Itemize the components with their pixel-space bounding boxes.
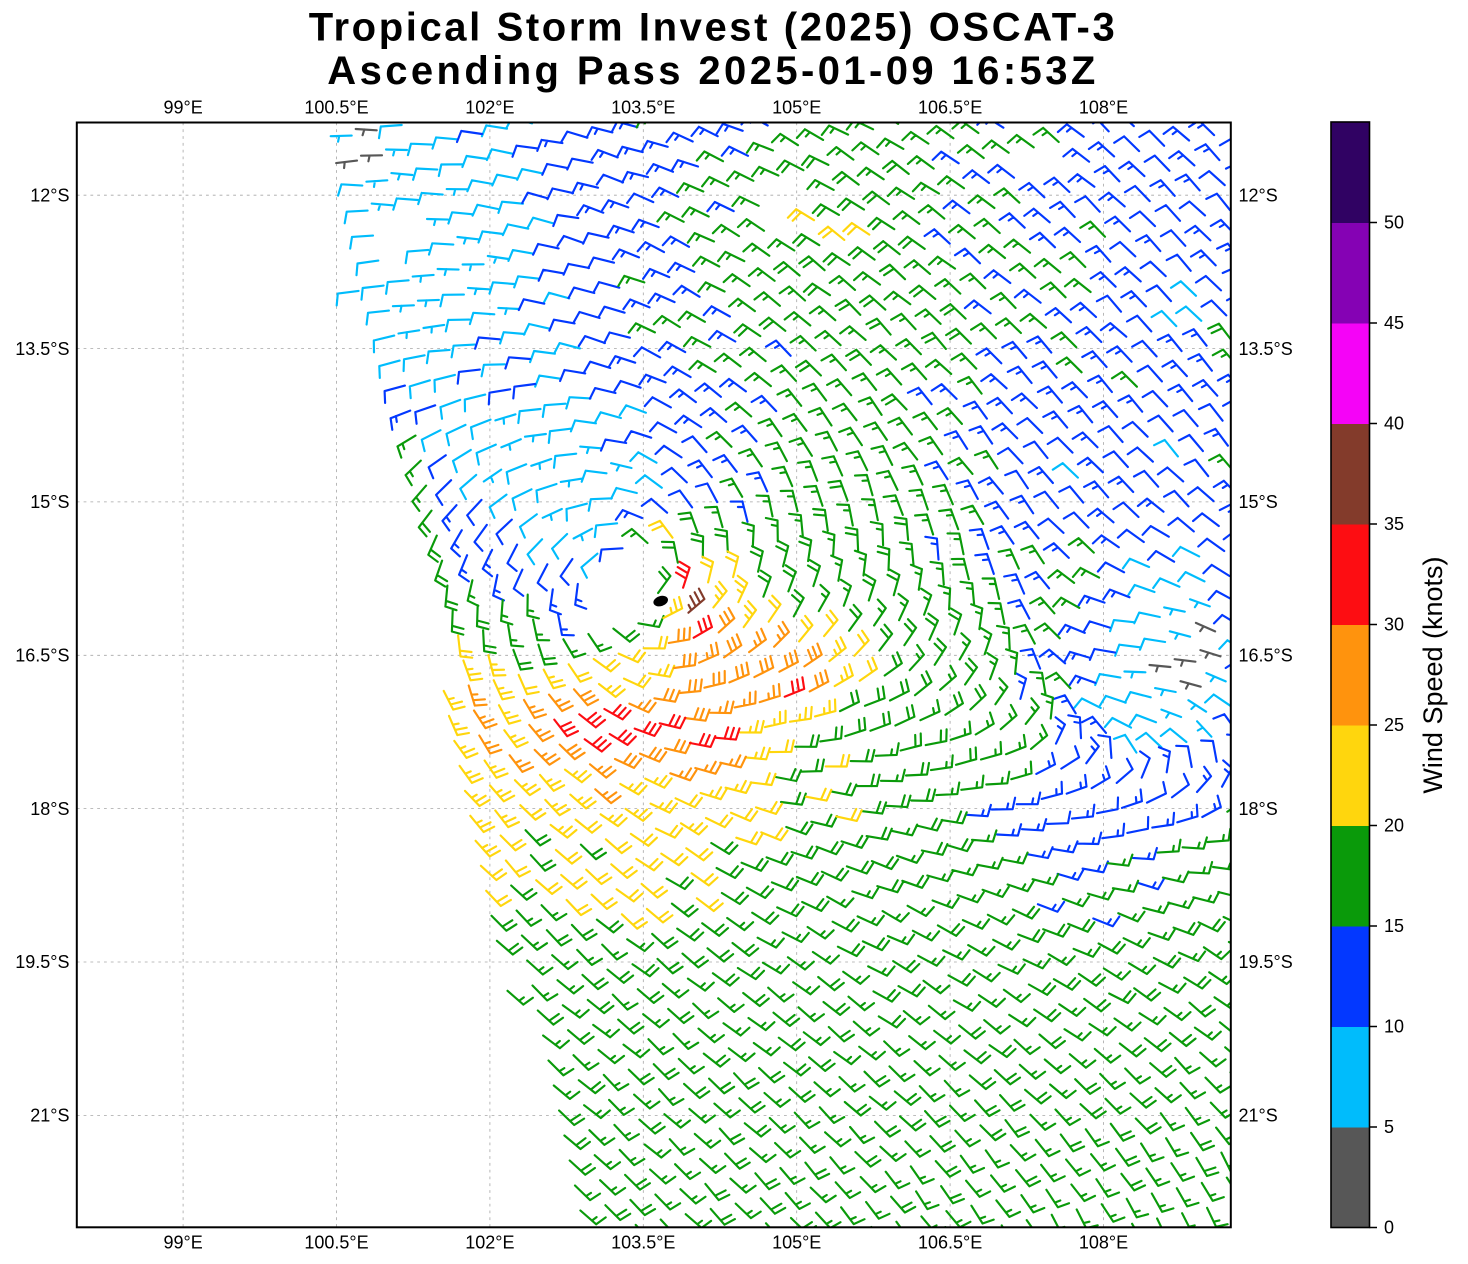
svg-text:45: 45 — [1384, 313, 1404, 333]
svg-text:18°S: 18°S — [30, 799, 69, 819]
svg-text:100.5°E: 100.5°E — [304, 98, 368, 118]
svg-text:12°S: 12°S — [1239, 185, 1278, 205]
svg-text:21°S: 21°S — [1239, 1106, 1278, 1126]
svg-text:21°S: 21°S — [30, 1106, 69, 1126]
svg-text:10: 10 — [1384, 1017, 1404, 1037]
svg-text:99°E: 99°E — [163, 98, 202, 118]
svg-text:105°E: 105°E — [772, 1233, 821, 1253]
svg-text:15°S: 15°S — [1239, 492, 1278, 512]
svg-text:Ascending Pass 2025-01-09 16:5: Ascending Pass 2025-01-09 16:53Z — [327, 49, 1098, 93]
svg-text:106.5°E: 106.5°E — [918, 98, 982, 118]
svg-text:40: 40 — [1384, 414, 1404, 434]
svg-text:108°E: 108°E — [1079, 1233, 1128, 1253]
svg-text:106.5°E: 106.5°E — [918, 1233, 982, 1253]
svg-text:20: 20 — [1384, 816, 1404, 836]
svg-text:35: 35 — [1384, 514, 1404, 534]
svg-text:0: 0 — [1384, 1218, 1394, 1238]
svg-text:103.5°E: 103.5°E — [611, 98, 675, 118]
svg-text:19.5°S: 19.5°S — [1239, 952, 1293, 972]
svg-text:105°E: 105°E — [772, 98, 821, 118]
svg-text:19.5°S: 19.5°S — [15, 952, 69, 972]
svg-text:Tropical Storm Invest (2025) O: Tropical Storm Invest (2025) OSCAT-3 — [309, 6, 1118, 50]
svg-text:12°S: 12°S — [30, 185, 69, 205]
svg-text:15°S: 15°S — [30, 492, 69, 512]
svg-text:Wind Speed (knots): Wind Speed (knots) — [1418, 556, 1448, 793]
svg-text:13.5°S: 13.5°S — [1239, 339, 1293, 359]
svg-text:30: 30 — [1384, 615, 1404, 635]
svg-text:100.5°E: 100.5°E — [304, 1233, 368, 1253]
svg-text:25: 25 — [1384, 715, 1404, 735]
svg-text:50: 50 — [1384, 213, 1404, 233]
svg-text:16.5°S: 16.5°S — [1239, 646, 1293, 666]
svg-text:103.5°E: 103.5°E — [611, 1233, 675, 1253]
svg-text:5: 5 — [1384, 1117, 1394, 1137]
svg-text:15: 15 — [1384, 916, 1404, 936]
svg-text:102°E: 102°E — [465, 1233, 514, 1253]
svg-text:18°S: 18°S — [1239, 799, 1278, 819]
svg-text:102°E: 102°E — [465, 98, 514, 118]
svg-text:108°E: 108°E — [1079, 98, 1128, 118]
svg-text:13.5°S: 13.5°S — [15, 339, 69, 359]
svg-text:16.5°S: 16.5°S — [15, 646, 69, 666]
svg-text:99°E: 99°E — [163, 1233, 202, 1253]
